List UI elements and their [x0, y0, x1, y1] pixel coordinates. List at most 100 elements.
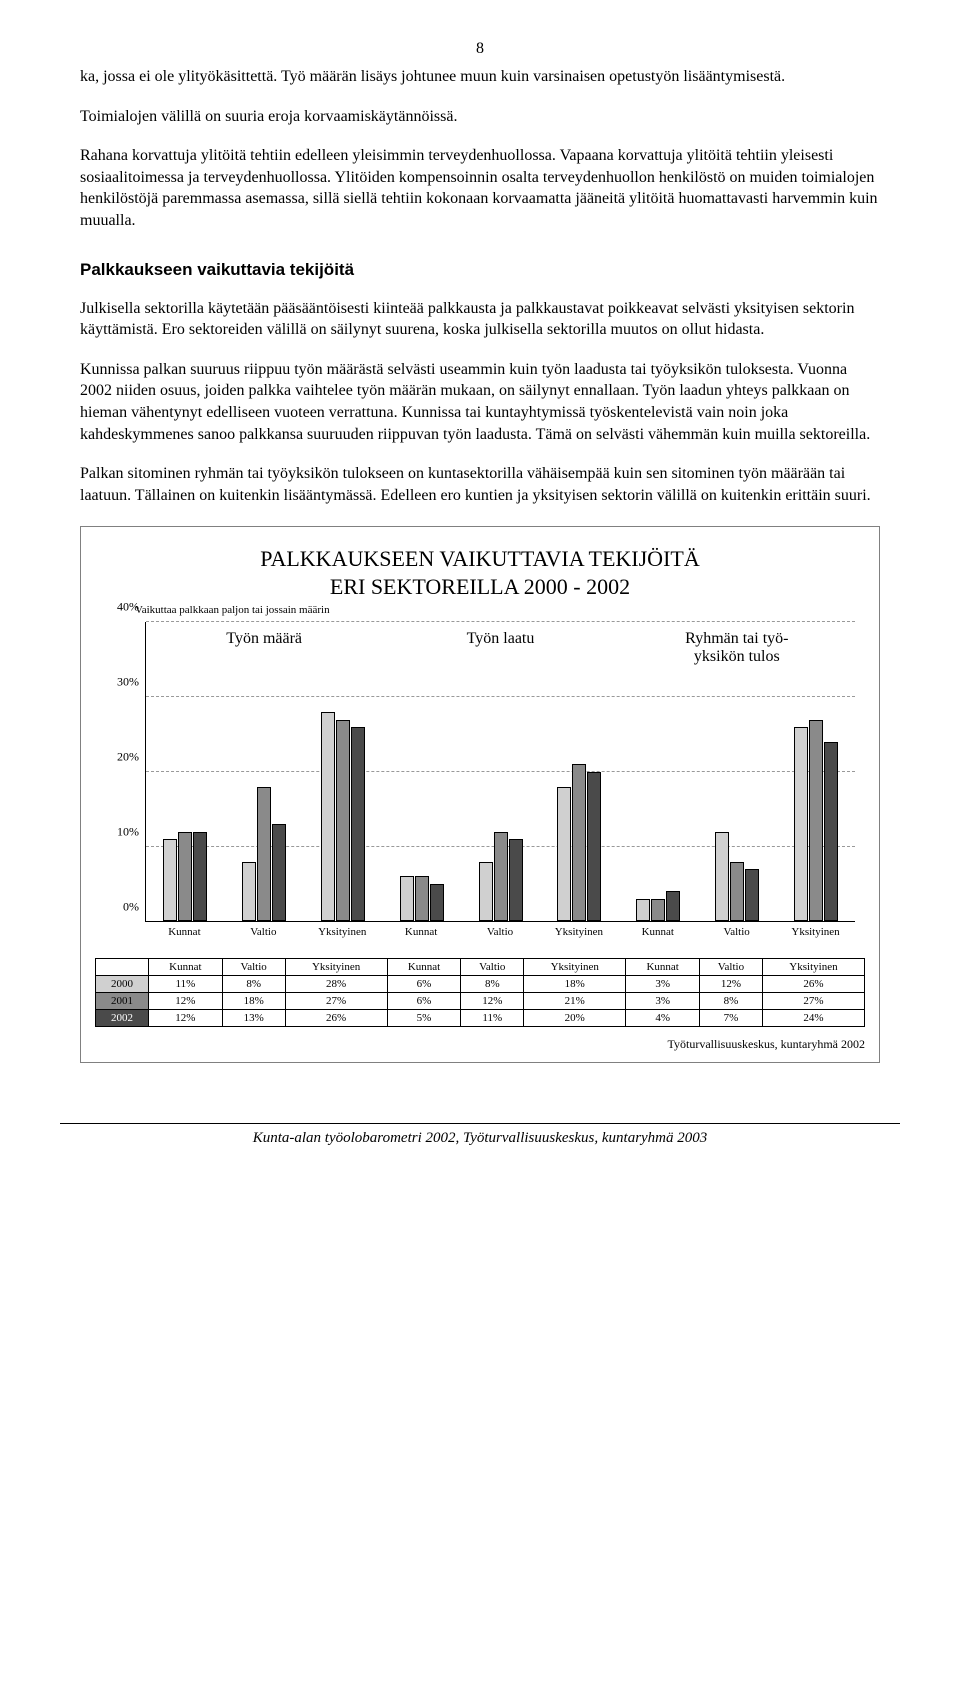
table-cell: 12%: [700, 976, 763, 993]
page-footer: Kunta-alan työolobarometri 2002, Työturv…: [60, 1123, 900, 1147]
table-header-cell: Kunnat: [626, 959, 700, 976]
table-cell: 27%: [762, 993, 864, 1010]
table-header-cell: Yksityinen: [762, 959, 864, 976]
bar: [242, 862, 256, 922]
table-cell: 11%: [461, 1010, 524, 1027]
table-cell: 26%: [762, 976, 864, 993]
bar: [824, 742, 838, 921]
bar: [715, 832, 729, 922]
bar: [794, 727, 808, 921]
chart-source: Työturvallisuuskeskus, kuntaryhmä 2002: [95, 1037, 865, 1052]
bar: [587, 772, 601, 922]
grid-line: [146, 621, 855, 622]
table-cell: 12%: [461, 993, 524, 1010]
table-cell: 21%: [524, 993, 626, 1010]
table-cell: 20%: [524, 1010, 626, 1027]
table-row: 200011%8%28%6%8%18%3%12%26%: [96, 976, 865, 993]
chart-subtitle: Vaikuttaa palkkaan paljon tai jossain mä…: [135, 604, 865, 616]
table-cell: 8%: [222, 976, 285, 993]
table-cell: 18%: [524, 976, 626, 993]
table-cell: 12%: [149, 993, 223, 1010]
group-label: Työn laatu: [467, 630, 535, 648]
table-cell: 4%: [626, 1010, 700, 1027]
grid-line: [146, 771, 855, 772]
paragraph: ka, jossa ei ole ylityökäsittettä. Työ m…: [80, 66, 880, 88]
y-tick-label: 40%: [117, 600, 139, 615]
bar: [509, 839, 523, 921]
x-tick-label: Valtio: [724, 926, 750, 938]
bar: [415, 876, 429, 921]
paragraph: Rahana korvattuja ylitöitä tehtiin edell…: [80, 145, 880, 231]
bar: [494, 832, 508, 922]
chart-title-line2: ERI SEKTOREILLA 2000 - 2002: [330, 574, 630, 599]
bar: [163, 839, 177, 921]
table-cell: 18%: [222, 993, 285, 1010]
table-cell: 8%: [700, 993, 763, 1010]
bar: [557, 787, 571, 922]
table-header-cell: Valtio: [461, 959, 524, 976]
data-table: KunnatValtioYksityinenKunnatValtioYksity…: [95, 958, 865, 1027]
bar: [809, 720, 823, 922]
bar: [479, 862, 493, 922]
x-tick-label: Kunnat: [405, 926, 437, 938]
paragraph: Toimialojen välillä on suuria eroja korv…: [80, 106, 880, 128]
group-label: Ryhmän tai työ-yksikön tulos: [685, 630, 788, 666]
bar: [272, 824, 286, 921]
chart-title: PALKKAUKSEEN VAIKUTTAVIA TEKIJÖITÄ ERI S…: [95, 545, 865, 600]
y-tick-label: 30%: [117, 675, 139, 690]
document-page: 8 ka, jossa ei ole ylityökäsittettä. Työ…: [0, 0, 960, 1093]
table-cell: 27%: [285, 993, 387, 1010]
table-body: 200011%8%28%6%8%18%3%12%26%200112%18%27%…: [96, 976, 865, 1027]
chart-container: PALKKAUKSEEN VAIKUTTAVIA TEKIJÖITÄ ERI S…: [80, 526, 880, 1063]
table-header-cell: Yksityinen: [524, 959, 626, 976]
bar: [572, 764, 586, 921]
table-header-cell: [96, 959, 149, 976]
table-cell-year: 2001: [96, 993, 149, 1010]
bar: [730, 862, 744, 922]
table-cell-year: 2000: [96, 976, 149, 993]
table-header-cell: Kunnat: [149, 959, 223, 976]
table-cell: 12%: [149, 1010, 223, 1027]
bar: [666, 891, 680, 921]
table-header-row: KunnatValtioYksityinenKunnatValtioYksity…: [96, 959, 865, 976]
table-cell: 3%: [626, 993, 700, 1010]
x-tick-label: Valtio: [487, 926, 513, 938]
bar: [745, 869, 759, 921]
table-row: 200212%13%26%5%11%20%4%7%24%: [96, 1010, 865, 1027]
bar: [257, 787, 271, 922]
table-cell: 28%: [285, 976, 387, 993]
table-header-cell: Kunnat: [387, 959, 461, 976]
y-tick-label: 20%: [117, 750, 139, 765]
table-row: 200112%18%27%6%12%21%3%8%27%: [96, 993, 865, 1010]
x-tick-label: Yksityinen: [555, 926, 603, 938]
grid-line: [146, 696, 855, 697]
x-tick-label: Valtio: [250, 926, 276, 938]
x-tick-label: Kunnat: [642, 926, 674, 938]
table-cell: 11%: [149, 976, 223, 993]
bar: [636, 899, 650, 921]
paragraph: Kunnissa palkan suuruus riippuu työn mää…: [80, 359, 880, 445]
table-cell: 8%: [461, 976, 524, 993]
x-axis-labels: Kunnat Valtio Yksityinen Kunnat Valtio Yksity…: [145, 926, 855, 946]
y-axis: 0%10%20%30%40%: [105, 622, 145, 922]
bar: [651, 899, 665, 921]
table-header-cell: Yksityinen: [285, 959, 387, 976]
bar: [400, 876, 414, 921]
table-cell: 5%: [387, 1010, 461, 1027]
section-title: Palkkaukseen vaikuttavia tekijöitä: [80, 260, 880, 280]
paragraph: Julkisella sektorilla käytetään pääsäänt…: [80, 298, 880, 341]
table-cell-year: 2002: [96, 1010, 149, 1027]
table-cell: 24%: [762, 1010, 864, 1027]
table-cell: 6%: [387, 993, 461, 1010]
bar: [321, 712, 335, 921]
bar: [351, 727, 365, 921]
group-label: Työn määrä: [226, 630, 302, 648]
table-header-cell: Valtio: [700, 959, 763, 976]
y-tick-label: 10%: [117, 825, 139, 840]
x-tick-label: Yksityinen: [791, 926, 839, 938]
bar: [193, 832, 207, 922]
page-number: 8: [80, 40, 880, 58]
x-tick-label: Kunnat: [168, 926, 200, 938]
plot-area: Työn määrä Työn laatu Ryhmän tai työ-yksik…: [145, 622, 855, 922]
table-cell: 3%: [626, 976, 700, 993]
